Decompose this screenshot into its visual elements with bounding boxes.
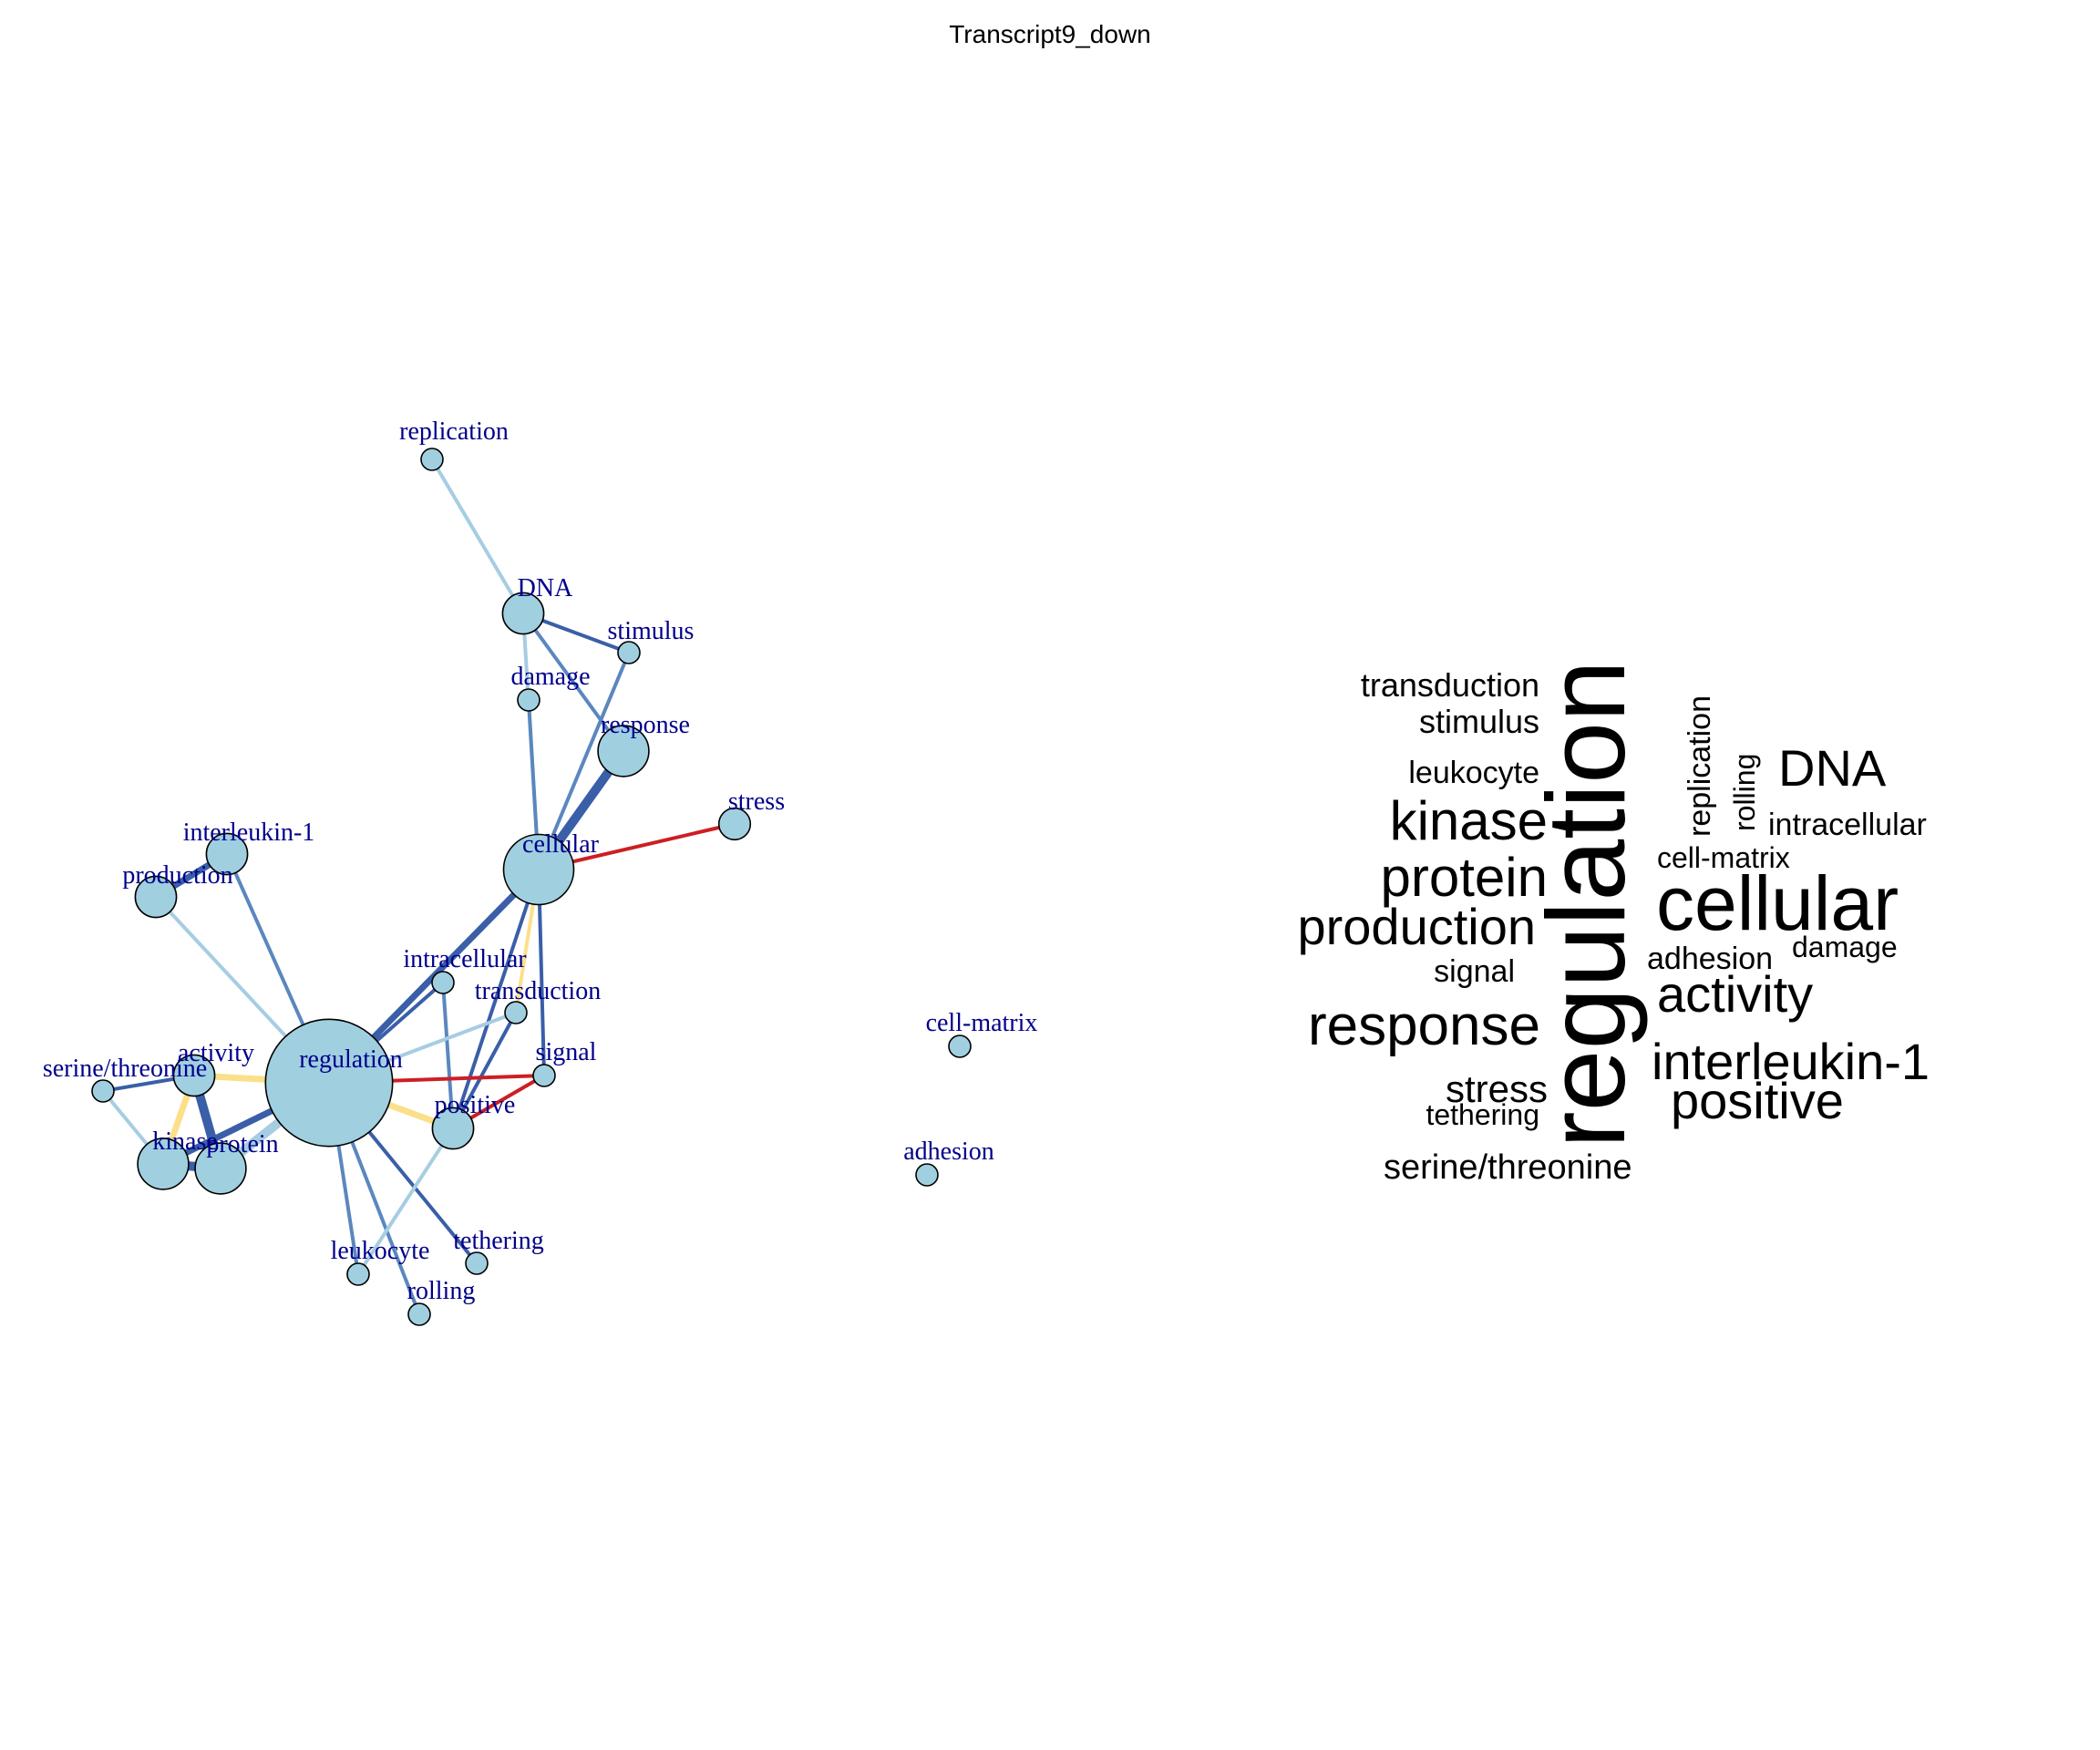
node-intracellular[interactable] bbox=[431, 971, 455, 994]
node-replication[interactable] bbox=[420, 448, 444, 471]
node-cellular[interactable] bbox=[502, 833, 575, 906]
node-positive[interactable] bbox=[431, 1107, 475, 1150]
node-label-positive: positive bbox=[435, 1091, 516, 1119]
network-graph: replication DNA stimulus damage response stre… bbox=[43, 417, 1038, 1326]
node-interleukin-1[interactable] bbox=[205, 832, 249, 876]
node-rolling[interactable] bbox=[407, 1302, 431, 1326]
cloud-word-protein: protein bbox=[1381, 847, 1548, 908]
node-leukocyte[interactable] bbox=[346, 1262, 370, 1286]
cloud-word-adhesion: adhesion bbox=[1647, 942, 1773, 976]
node-adhesion[interactable] bbox=[915, 1163, 939, 1187]
node-label-activity: activity bbox=[178, 1039, 254, 1067]
node-label-cell-matrix: cell-matrix bbox=[926, 1009, 1038, 1037]
figure-title: Transcript9_down bbox=[949, 20, 1151, 48]
node-label-replication: replication bbox=[399, 417, 509, 446]
edge-intracellular-positive bbox=[441, 981, 455, 1130]
node-label-cellular: cellular bbox=[522, 830, 600, 859]
node-label-regulation: regulation bbox=[299, 1045, 403, 1074]
node-label-production: production bbox=[122, 861, 232, 890]
cloud-word-damage: damage bbox=[1792, 931, 1898, 963]
node-transduction[interactable] bbox=[504, 1001, 528, 1024]
node-label-response: response bbox=[601, 711, 690, 739]
nodes-layer bbox=[91, 448, 972, 1326]
node-signal[interactable] bbox=[532, 1064, 556, 1087]
cloud-word-regulation: regulation bbox=[1524, 660, 1648, 1148]
edge-dna-response bbox=[521, 612, 625, 753]
cloud-word-cell-matrix: cell-matrix bbox=[1657, 841, 1790, 874]
cloud-word-transduction: transduction bbox=[1361, 666, 1539, 704]
edge-cellular-positive bbox=[451, 868, 540, 1130]
node-label-protein: protein bbox=[206, 1130, 278, 1158]
node-response[interactable] bbox=[597, 725, 650, 777]
labels-layer: replication DNA stimulus damage response stre… bbox=[43, 417, 1038, 1305]
cloud-word-cellular: cellular bbox=[1656, 860, 1899, 946]
node-label-leukocyte: leukocyte bbox=[331, 1237, 430, 1265]
cloud-word-stimulus: stimulus bbox=[1419, 703, 1539, 740]
node-regulation[interactable] bbox=[264, 1018, 394, 1148]
cloud-word-serine-threonine: serine/threonine bbox=[1384, 1148, 1632, 1187]
cloud-word-replication: replication bbox=[1683, 695, 1717, 837]
cloud-word-kinase: kinase bbox=[1390, 790, 1548, 851]
node-stimulus[interactable] bbox=[617, 641, 641, 664]
node-production[interactable] bbox=[134, 875, 178, 919]
cloud-word-rolling: rolling bbox=[1728, 754, 1761, 831]
node-label-tethering: tethering bbox=[453, 1227, 544, 1255]
node-activity[interactable] bbox=[172, 1054, 216, 1097]
cloud-word-signal: signal bbox=[1434, 954, 1515, 989]
node-label-damage: damage bbox=[510, 663, 590, 691]
node-label-stress: stress bbox=[728, 788, 785, 816]
edge-stimulus-cellular bbox=[537, 651, 631, 871]
node-cell-matrix[interactable] bbox=[948, 1035, 972, 1058]
cloud-word-tethering: tethering bbox=[1426, 1098, 1539, 1131]
edge-transduction-positive bbox=[451, 1011, 518, 1130]
cloud-word-production: production bbox=[1297, 898, 1536, 955]
node-label-rolling: rolling bbox=[407, 1277, 476, 1305]
node-label-stimulus: stimulus bbox=[608, 617, 695, 645]
node-damage[interactable] bbox=[517, 688, 540, 712]
cloud-word-dna: DNA bbox=[1778, 739, 1887, 797]
node-label-signal: signal bbox=[536, 1038, 597, 1066]
cloud-word-response: response bbox=[1308, 994, 1540, 1057]
node-tethering[interactable] bbox=[465, 1251, 489, 1275]
cloud-word-activity: activity bbox=[1657, 965, 1813, 1023]
node-label-interleukin-1: interleukin-1 bbox=[183, 818, 315, 847]
node-stress[interactable] bbox=[717, 807, 752, 841]
node-serine-threonine[interactable] bbox=[91, 1079, 115, 1103]
node-dna[interactable] bbox=[501, 592, 545, 635]
cloud-word-positive: positive bbox=[1671, 1072, 1844, 1129]
edge-replication-dna bbox=[430, 458, 525, 615]
word-cloud: regulation cellularresponsekinaseproteinp… bbox=[1297, 660, 1930, 1187]
node-protein[interactable] bbox=[194, 1142, 247, 1195]
node-label-intracellular: intracellular bbox=[403, 945, 527, 973]
edge-positive-leukocyte bbox=[356, 1127, 455, 1276]
cloud-word-stress: stress bbox=[1446, 1067, 1548, 1110]
node-label-dna: DNA bbox=[518, 574, 573, 602]
node-kinase[interactable] bbox=[137, 1138, 190, 1190]
node-label-transduction: transduction bbox=[475, 977, 601, 1005]
node-label-kinase: kinase bbox=[152, 1127, 218, 1156]
cloud-word-leukocyte: leukocyte bbox=[1408, 756, 1539, 790]
cloud-word-interleukin-1: interleukin-1 bbox=[1652, 1033, 1930, 1090]
node-label-serine-threonine: serine/threonine bbox=[43, 1055, 207, 1083]
cloud-word-intracellular: intracellular bbox=[1768, 808, 1927, 842]
node-label-adhesion: adhesion bbox=[903, 1138, 994, 1166]
